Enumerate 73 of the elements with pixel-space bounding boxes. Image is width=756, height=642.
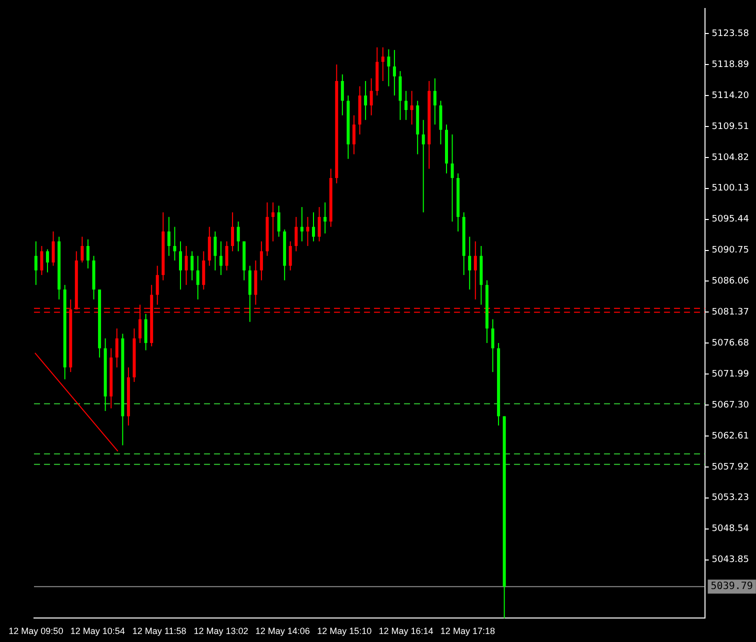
candlestick xyxy=(404,90,408,120)
y-tick-label: 5076.68 xyxy=(712,338,750,348)
candlestick xyxy=(208,226,211,266)
x-tick-label: 12 May 16:14 xyxy=(378,626,434,636)
x-tick-label: 12 May 15:10 xyxy=(317,626,372,636)
y-tick-label: 5100.13 xyxy=(712,184,749,194)
y-tick-label: 5114.20 xyxy=(712,90,750,101)
candlestick xyxy=(433,78,436,126)
candlestick xyxy=(115,328,118,368)
candlestick xyxy=(167,216,170,256)
candlestick xyxy=(34,240,38,286)
y-tick-label: 5062.61 xyxy=(712,431,749,442)
y-tick-label: 5123.58 xyxy=(712,28,750,39)
candlestick xyxy=(144,313,148,351)
candlestick xyxy=(324,202,327,234)
y-tick-label: 5086.06 xyxy=(712,276,750,287)
candlestick xyxy=(312,212,315,242)
candlestick xyxy=(306,216,310,246)
candlestick xyxy=(318,206,321,242)
x-tick-label: 12 May 11:58 xyxy=(132,626,186,636)
x-tick-label: 12 May 17:18 xyxy=(440,626,495,636)
candlestick xyxy=(219,240,222,276)
x-tick-label: 12 May 09:50 xyxy=(8,626,64,636)
y-tick-label: 5043.85 xyxy=(712,555,749,566)
candlestick xyxy=(46,248,49,273)
candlestick xyxy=(294,216,298,252)
candlestick xyxy=(231,212,234,252)
candlestick xyxy=(190,250,194,281)
candlestick xyxy=(450,134,454,222)
candlestick xyxy=(272,202,275,242)
y-tick-label: 5104.82 xyxy=(712,152,749,163)
candlestick xyxy=(352,114,356,155)
candlestick xyxy=(410,90,414,126)
candlestick xyxy=(225,240,228,271)
candlestick xyxy=(196,255,200,300)
y-tick-label: 5081.37 xyxy=(712,308,749,318)
y-tick-label: 5071.99 xyxy=(712,369,750,380)
candlestick xyxy=(468,236,472,290)
candlestick xyxy=(381,46,384,82)
candlestick xyxy=(173,226,176,262)
candlestick xyxy=(300,206,304,242)
candlestick xyxy=(340,74,344,116)
y-tick-label: 5095.44 xyxy=(712,214,750,225)
x-tick-label: 12 May 14:06 xyxy=(255,626,310,636)
candlestick xyxy=(178,240,182,290)
y-tick-label: 5048.54 xyxy=(712,524,750,534)
candlestick xyxy=(80,236,84,263)
y-tick-label: 5109.51 xyxy=(712,122,749,132)
y-tick-label: 5090.75 xyxy=(712,246,749,256)
candlestick xyxy=(491,318,494,373)
candlestick xyxy=(214,230,217,271)
candlestick xyxy=(422,119,425,213)
candlestick xyxy=(184,245,188,286)
candlestick xyxy=(387,48,390,87)
y-tick-label: 5118.89 xyxy=(712,60,750,70)
candlestick xyxy=(260,240,263,281)
candlestick xyxy=(52,230,55,266)
y-tick-label: 5053.23 xyxy=(712,493,749,504)
candlestick xyxy=(474,240,477,300)
ref-line-label: 5039.79 xyxy=(710,581,753,592)
candlestick xyxy=(392,49,396,96)
candlestick xyxy=(156,265,159,306)
candlestick xyxy=(236,221,240,252)
candlestick xyxy=(40,245,44,276)
y-tick-label: 5067.30 xyxy=(712,400,750,410)
candlestick xyxy=(288,240,292,271)
candlestick xyxy=(86,238,90,269)
x-tick-label: 12 May 10:54 xyxy=(70,626,125,636)
candlestick xyxy=(277,205,280,238)
candlestick xyxy=(370,78,373,116)
x-tick-label: 12 May 13:02 xyxy=(194,626,248,636)
y-tick-label: 5057.92 xyxy=(712,462,749,472)
candlestick xyxy=(364,80,368,120)
